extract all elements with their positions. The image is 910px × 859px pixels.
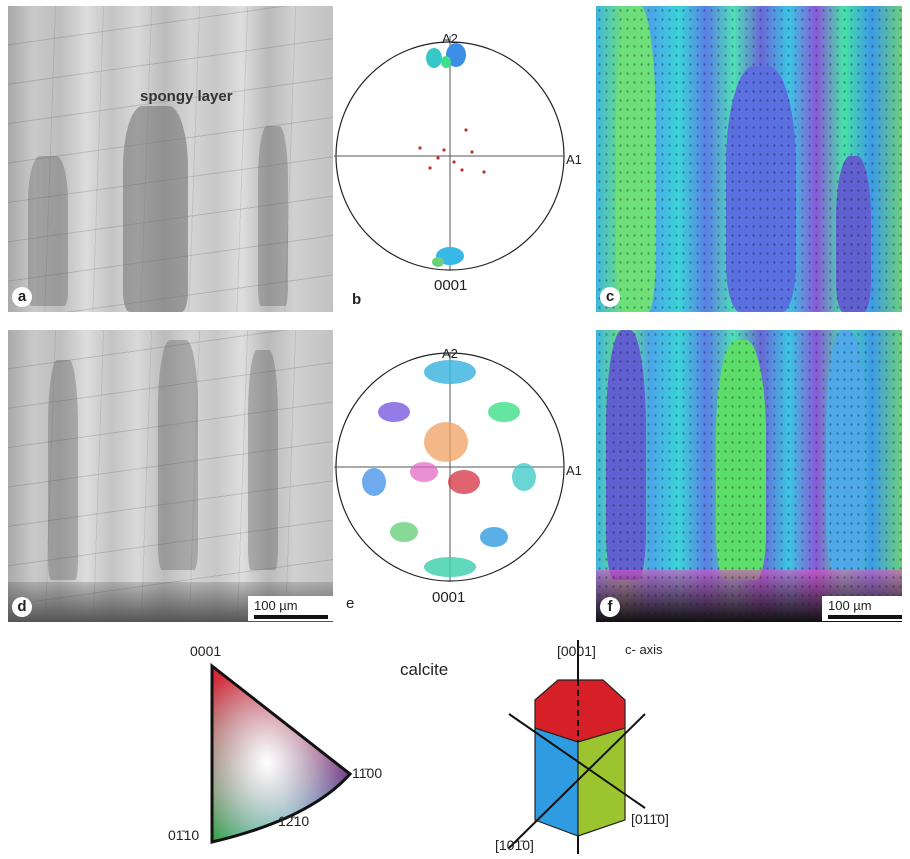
panel-d-scalebar: 100 µm xyxy=(248,596,333,621)
ipf-label-1-210: 12̄10 xyxy=(278,813,309,829)
ipf-color-key: 0001 11̄00 01̄10 12̄10 xyxy=(160,634,420,854)
spongy-layer-label: spongy layer xyxy=(140,88,233,105)
e-label-0001: 0001 xyxy=(432,589,465,606)
panel-f-scalebar-label: 100 µm xyxy=(828,598,872,613)
ipf-label-0001: 0001 xyxy=(190,643,221,659)
legend-title-calcite: calcite xyxy=(400,660,449,679)
crystal-label-c-axis: c- axis xyxy=(625,642,663,657)
panel-d-label: d xyxy=(12,597,32,617)
b-label-0001: 0001 xyxy=(434,277,467,294)
ipf-label-0-110: 01̄10 xyxy=(168,827,199,843)
ipf-triangle-svg: 0001 11̄00 01̄10 12̄10 xyxy=(168,643,382,844)
panel-f-label: f xyxy=(600,597,620,617)
e-axis-a2: A2 xyxy=(442,346,458,361)
panel-c-ebsd-map: c xyxy=(596,6,902,312)
e-axis-a1: A1 xyxy=(566,463,582,478)
pole-cluster-bottom xyxy=(432,247,464,267)
crystal-label-01-10: [011̄0] xyxy=(631,811,669,827)
pole-figure-b-svg: A2 A1 0001 b xyxy=(334,31,582,308)
panel-f-ebsd-map: f 100 µm xyxy=(596,330,902,622)
crystal-label-0001: [0001] xyxy=(557,643,596,659)
pole-scatter-e xyxy=(362,360,536,577)
panel-e-pole-figure: A2 A1 0001 e xyxy=(334,332,584,622)
b-axis-a2: A2 xyxy=(442,31,458,46)
panel-a-label: a xyxy=(12,287,32,307)
panel-d-scalebar-label: 100 µm xyxy=(254,598,298,613)
b-axis-a1: A1 xyxy=(566,152,582,167)
panel-e-label: e xyxy=(346,595,354,612)
pole-cluster-top xyxy=(426,43,466,68)
panel-d-sem-image: d 100 µm xyxy=(8,330,333,622)
panel-c-label: c xyxy=(600,287,620,307)
panel-b-label: b xyxy=(352,291,361,308)
crystal-svg: [0001] c- axis [011̄0] [101̄0] xyxy=(495,640,669,854)
pole-figure-e-svg: A2 A1 0001 e xyxy=(334,346,582,612)
panel-b-pole-figure: A2 A1 0001 b xyxy=(334,0,584,314)
pole-scatter-center xyxy=(418,128,486,174)
calcite-crystal-schematic: [0001] c- axis [011̄0] [101̄0] xyxy=(495,638,715,856)
ipf-label-1-100: 11̄00 xyxy=(352,765,382,781)
panel-a-sem-image: spongy layer a xyxy=(8,6,333,312)
panel-f-scalebar: 100 µm xyxy=(822,596,902,621)
crystal-label-10-10: [101̄0] xyxy=(495,837,534,853)
